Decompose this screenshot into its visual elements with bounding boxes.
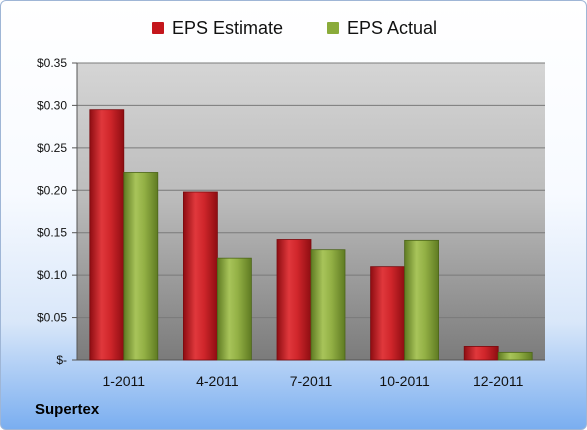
y-tick-label: $0.15 [37, 226, 67, 240]
bar-eps-estimate [276, 239, 312, 361]
company-name: Supertex [35, 401, 100, 418]
x-tick-label: 7-2011 [290, 373, 333, 389]
y-tick-label: $- [56, 353, 67, 367]
legend-label-estimate: EPS Estimate [171, 17, 283, 38]
y-tick-label: $0.25 [37, 141, 67, 155]
bar-eps-estimate [182, 191, 218, 361]
legend-swatch-estimate [151, 22, 164, 34]
bar-eps-actual [497, 351, 533, 361]
x-tick-label: 1-2011 [103, 373, 146, 389]
x-tick-label: 10-2011 [379, 373, 430, 389]
bar-eps-estimate [463, 346, 499, 361]
bar-eps-actual [216, 257, 252, 361]
y-tick-label: $0.35 [37, 56, 67, 70]
bar-eps-estimate [370, 266, 406, 361]
bar-eps-actual [123, 172, 159, 361]
legend-item-estimate: EPS Estimate [151, 17, 283, 39]
x-tick-label: 4-2011 [196, 373, 239, 389]
legend-swatch-actual [326, 22, 339, 34]
legend-label-actual: EPS Actual [346, 17, 438, 38]
y-tick-label: $0.30 [37, 98, 67, 112]
y-tick-label: $0.20 [37, 183, 67, 197]
x-tick-label: 12-2011 [473, 373, 524, 389]
bar-eps-actual [310, 249, 346, 361]
y-tick-label: $0.05 [37, 311, 67, 325]
chart-legend: EPS Estimate EPS Actual [1, 15, 586, 41]
legend-item-actual: EPS Actual [326, 17, 438, 39]
y-tick-label: $0.10 [37, 268, 67, 282]
bar-eps-actual [404, 239, 440, 361]
bar-eps-estimate [89, 109, 125, 361]
